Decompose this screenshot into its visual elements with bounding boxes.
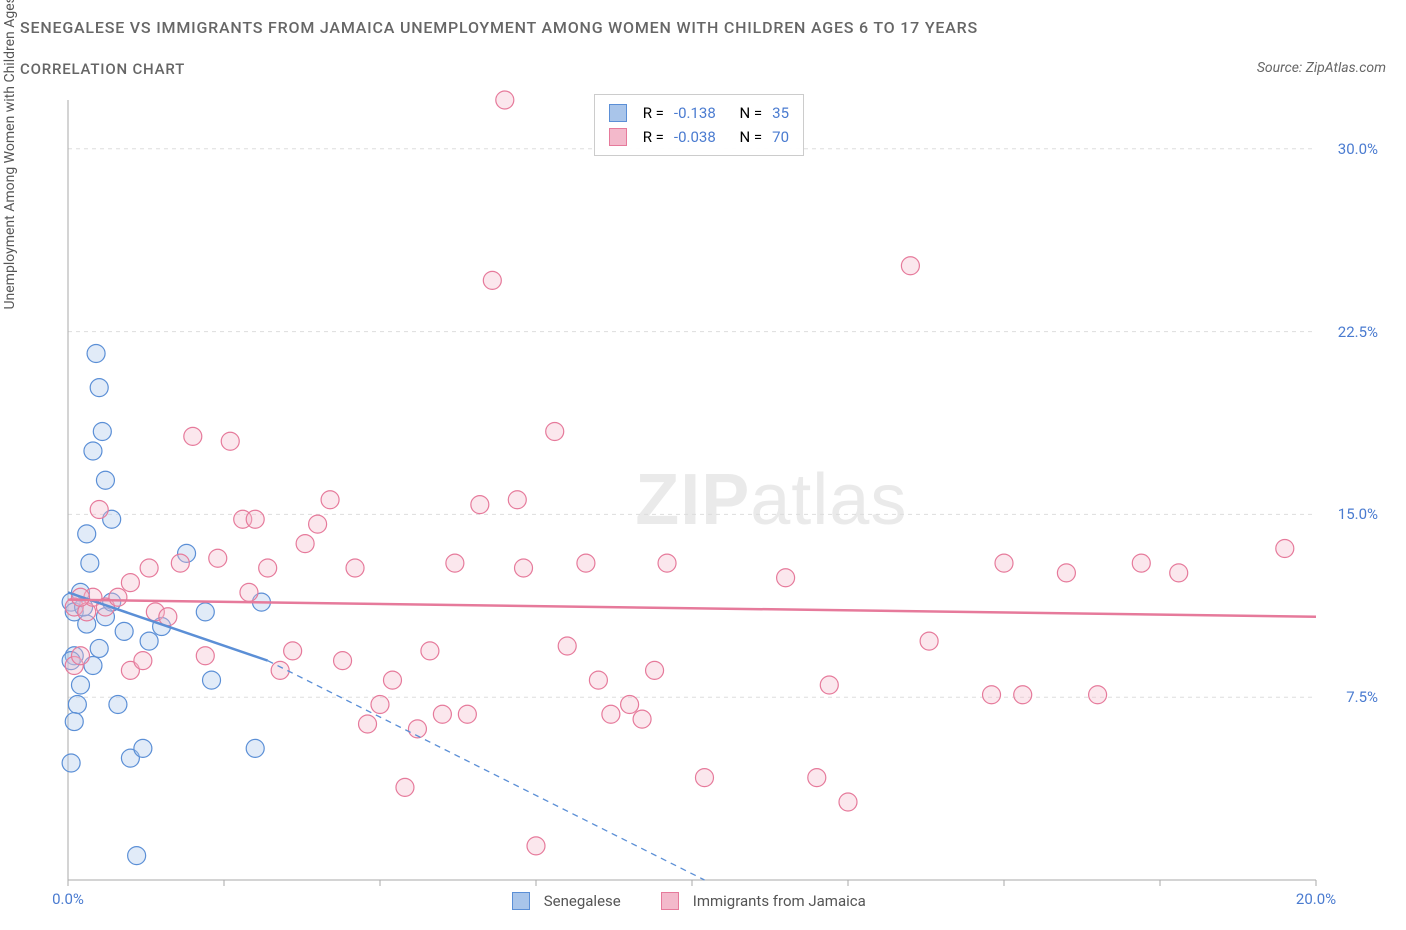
legend-swatch-0: [512, 892, 530, 910]
y-tick-label: 30.0%: [1338, 140, 1378, 158]
x-tick-label: 0.0%: [52, 890, 84, 908]
legend-swatch-1: [661, 892, 679, 910]
n-value-0: 35: [772, 101, 789, 125]
y-tick-label: 7.5%: [1346, 688, 1378, 706]
scatter-plot: [20, 90, 1386, 910]
swatch-jamaica: [609, 128, 627, 146]
source-attribution: Source: ZipAtlas.com: [1257, 60, 1386, 76]
legend-label-1: Immigrants from Jamaica: [693, 892, 866, 910]
swatch-senegalese: [609, 104, 627, 122]
legend-item-0: Senegalese: [512, 892, 621, 910]
r-label-1: R =: [643, 125, 664, 149]
chart-subtitle: CORRELATION CHART: [20, 60, 185, 78]
n-label-0: N =: [739, 101, 762, 125]
n-value-1: 70: [772, 125, 789, 149]
correlation-stats-box: R = -0.138 N = 35 R = -0.038 N = 70: [594, 94, 804, 156]
y-axis-label: Unemployment Among Women with Children A…: [2, 0, 18, 310]
r-value-1: -0.038: [674, 125, 716, 149]
chart-container: Unemployment Among Women with Children A…: [20, 90, 1386, 910]
stats-row-1: R = -0.038 N = 70: [609, 125, 789, 149]
legend: Senegalese Immigrants from Jamaica: [512, 892, 866, 910]
stats-row-0: R = -0.138 N = 35: [609, 101, 789, 125]
chart-title: SENEGALESE VS IMMIGRANTS FROM JAMAICA UN…: [20, 18, 978, 37]
r-value-0: -0.138: [674, 101, 716, 125]
r-label-0: R =: [643, 101, 664, 125]
y-tick-label: 22.5%: [1338, 323, 1378, 341]
y-tick-label: 15.0%: [1338, 505, 1378, 523]
n-label-1: N =: [739, 125, 762, 149]
legend-item-1: Immigrants from Jamaica: [661, 892, 866, 910]
legend-label-0: Senegalese: [544, 892, 621, 910]
x-tick-label: 20.0%: [1296, 890, 1336, 908]
